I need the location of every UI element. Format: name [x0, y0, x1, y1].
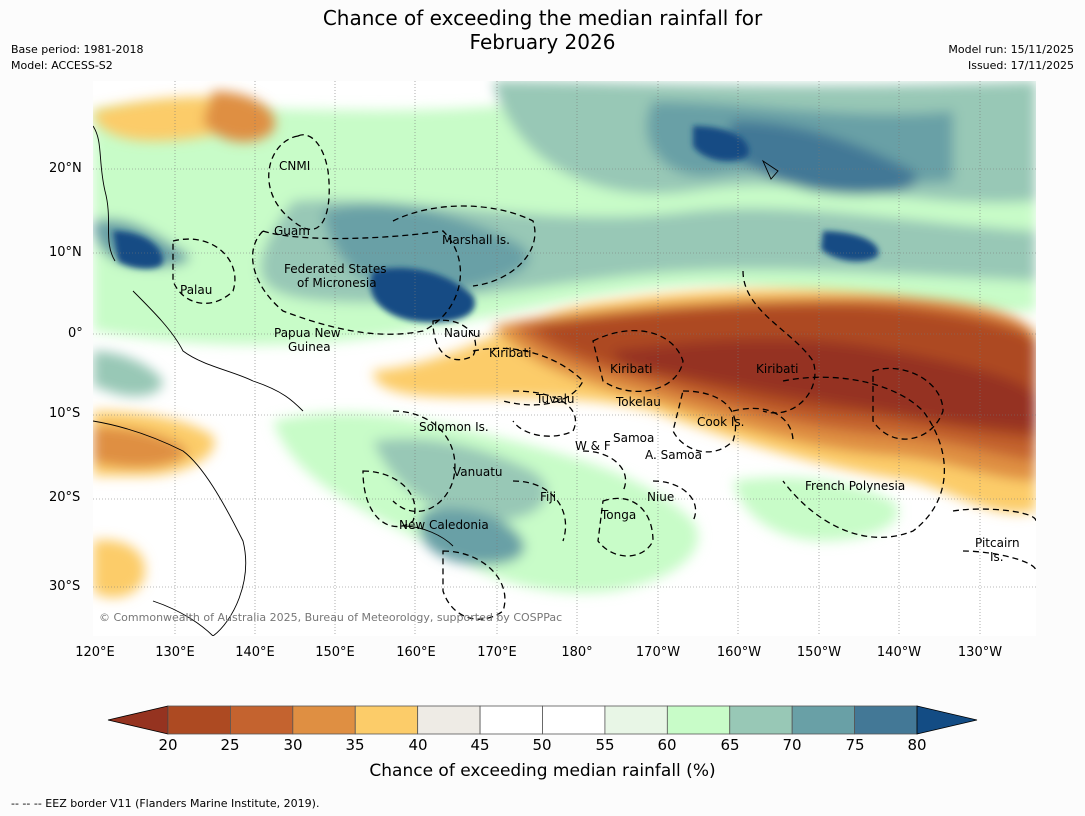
cb-label-30: 30	[283, 736, 303, 754]
dry-zone-equatorial	[373, 289, 1036, 514]
label-american-samoa: A. Samoa	[645, 448, 702, 462]
colorbar-segment	[479, 705, 543, 735]
cb-label-45: 45	[470, 736, 490, 754]
lon-tick-170w: 170°W	[635, 645, 681, 660]
title-line-2: February 2026	[469, 30, 616, 54]
cb-label-35: 35	[345, 736, 365, 754]
cb-label-65: 65	[720, 736, 740, 754]
lon-tick-150e: 150°E	[315, 645, 355, 660]
label-niue: Niue	[647, 490, 674, 504]
lon-tick-180: 180°	[561, 645, 593, 660]
colorbar-segment	[604, 705, 668, 735]
graticule	[93, 81, 1036, 636]
lat-tick-20n: 20°N	[49, 161, 82, 176]
coastlines	[93, 125, 779, 636]
cb-label-50: 50	[532, 736, 552, 754]
colorbar	[107, 705, 978, 735]
lat-tick-10s: 10°S	[49, 406, 81, 421]
colorbar-title: Chance of exceeding median rainfall (%)	[369, 761, 716, 781]
colorbar-high-extend	[916, 705, 978, 735]
colorbar-segment	[542, 705, 606, 735]
eez-borders	[172, 134, 1036, 620]
colorbar-segment	[417, 705, 481, 735]
label-cook-islands: Cook Is.	[697, 415, 744, 429]
label-fiji: Fiji	[540, 490, 556, 504]
label-kiribati-central: Kiribati	[610, 362, 652, 376]
colorbar-segment	[354, 705, 419, 735]
colorbar-low-extend	[107, 705, 169, 735]
lat-tick-10n: 10°N	[49, 245, 82, 260]
label-samoa: Samoa	[613, 431, 654, 445]
label-tonga: Tonga	[600, 508, 636, 522]
lon-tick-160w: 160°W	[716, 645, 762, 660]
cb-label-70: 70	[782, 736, 802, 754]
label-png-line1: Papua New	[274, 326, 341, 340]
lon-tick-130w: 130°W	[957, 645, 1003, 660]
rainfall-map: CNMI Guam Marshall Is. Federated States …	[93, 81, 1036, 636]
label-fsm-line1: Federated States	[284, 262, 386, 276]
meta-left: Base period: 1981-2018 Model: ACCESS-S2	[11, 42, 143, 74]
colorbar-segment	[167, 705, 231, 735]
label-tuvalu: Tuvalu	[535, 392, 575, 406]
label-fsm-line2: of Micronesia	[297, 276, 377, 290]
label-palau: Palau	[180, 283, 212, 297]
label-wallis-futuna: W & F	[575, 439, 611, 453]
lat-tick-30s: 30°S	[49, 579, 81, 594]
label-vanuatu: Vanuatu	[453, 465, 503, 479]
colorbar-segment	[666, 705, 731, 735]
title-line-1: Chance of exceeding the median rainfall …	[322, 6, 763, 30]
label-french-polynesia: French Polynesia	[805, 479, 905, 493]
cb-label-60: 60	[657, 736, 677, 754]
cb-label-25: 25	[220, 736, 240, 754]
label-guam: Guam	[274, 224, 310, 238]
eez-footnote: -- -- -- EEZ border V11 (Flanders Marine…	[11, 797, 320, 810]
copyright-notice: © Commonwealth of Australia 2025, Bureau…	[99, 611, 562, 624]
label-png-line2: Guinea	[288, 340, 331, 354]
label-marshall-islands: Marshall Is.	[442, 233, 510, 247]
label-solomon-islands: Solomon Is.	[419, 420, 489, 434]
label-kiribati-west: Kiribati	[489, 346, 531, 360]
cb-label-20: 20	[158, 736, 178, 754]
colorbar-segment	[292, 705, 356, 735]
meta-right: Model run: 15/11/2025 Issued: 17/11/2025	[948, 42, 1074, 74]
label-tokelau: Tokelau	[615, 395, 661, 409]
lon-tick-120e: 120°E	[75, 645, 115, 660]
lon-tick-150w: 150°W	[796, 645, 842, 660]
colorbar-segment	[791, 705, 855, 735]
colorbar-segment	[230, 705, 294, 735]
dry-patch-coral-sea	[93, 91, 275, 598]
label-pitcairn-line2: Is.	[990, 550, 1004, 564]
lon-tick-170e: 170°E	[477, 645, 517, 660]
label-kiribati-east: Kiribati	[756, 362, 798, 376]
lat-tick-20s: 20°S	[49, 490, 81, 505]
cb-label-40: 40	[408, 736, 428, 754]
model-name: Model: ACCESS-S2	[11, 59, 113, 72]
colorbar-segment	[729, 705, 793, 735]
cb-label-75: 75	[845, 736, 865, 754]
base-period: Base period: 1981-2018	[11, 43, 144, 56]
label-cnmi: CNMI	[279, 159, 310, 173]
region-labels: CNMI Guam Marshall Is. Federated States …	[180, 159, 1020, 564]
lon-tick-140e: 140°E	[235, 645, 275, 660]
label-new-caledonia: New Caledonia	[399, 518, 489, 532]
issued-date: Issued: 17/11/2025	[967, 59, 1074, 72]
cb-label-55: 55	[595, 736, 615, 754]
cb-label-80: 80	[907, 736, 927, 754]
lat-tick-equator: 0°	[68, 326, 83, 341]
lon-tick-160e: 160°E	[396, 645, 436, 660]
colorbar-segment	[854, 705, 918, 735]
model-run: Model run: 15/11/2025	[948, 43, 1074, 56]
lon-tick-140w: 140°W	[876, 645, 922, 660]
label-pitcairn-line1: Pitcairn	[975, 536, 1020, 550]
label-nauru: Nauru	[444, 326, 480, 340]
map-title: Chance of exceeding the median rainfall …	[0, 6, 1085, 54]
lon-tick-130e: 130°E	[155, 645, 195, 660]
